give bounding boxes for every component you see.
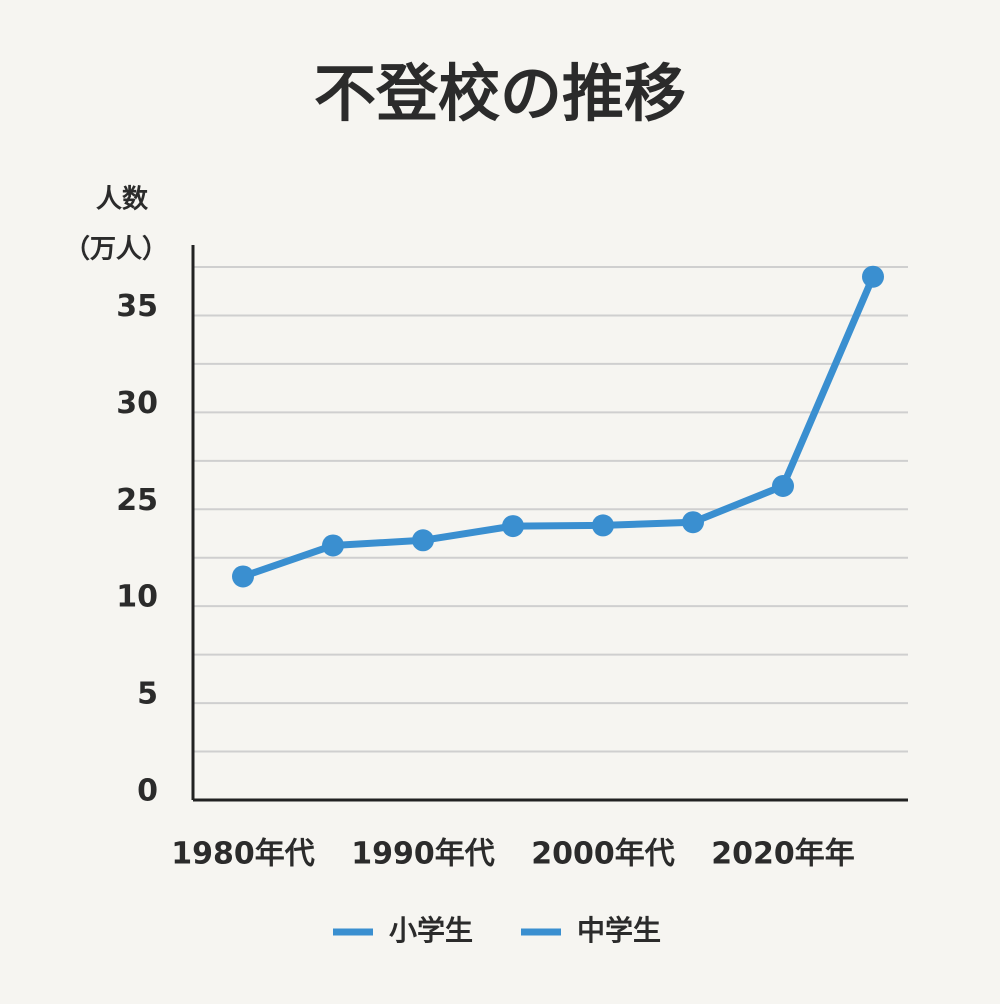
x-tick-label: 1980年代 xyxy=(171,837,315,872)
y-axis-label: （万人） xyxy=(64,235,168,265)
y-tick-label: 30 xyxy=(116,386,158,421)
data-point xyxy=(772,475,794,498)
y-tick-label: 35 xyxy=(116,289,158,324)
data-point xyxy=(592,514,614,537)
x-tick-label: 2020年年 xyxy=(711,837,855,872)
y-tick-label: 10 xyxy=(116,580,158,615)
x-tick-label: 2000年代 xyxy=(531,837,675,872)
chart-title: 不登校の推移 xyxy=(314,57,686,130)
legend-label: 小学生 xyxy=(389,914,473,947)
legend-label: 中学生 xyxy=(577,914,661,947)
data-point xyxy=(412,529,434,552)
y-tick-label: 25 xyxy=(116,483,158,518)
data-line xyxy=(241,275,877,580)
data-point xyxy=(322,534,344,557)
data-point xyxy=(502,515,524,538)
data-point xyxy=(232,565,254,588)
data-point xyxy=(682,511,704,534)
y-axis-label: 人数 xyxy=(96,185,149,215)
data-point xyxy=(862,265,884,288)
y-tick-label: 5 xyxy=(137,677,158,712)
y-tick-label: 0 xyxy=(137,774,158,809)
x-tick-label: 1990年代 xyxy=(351,837,495,872)
